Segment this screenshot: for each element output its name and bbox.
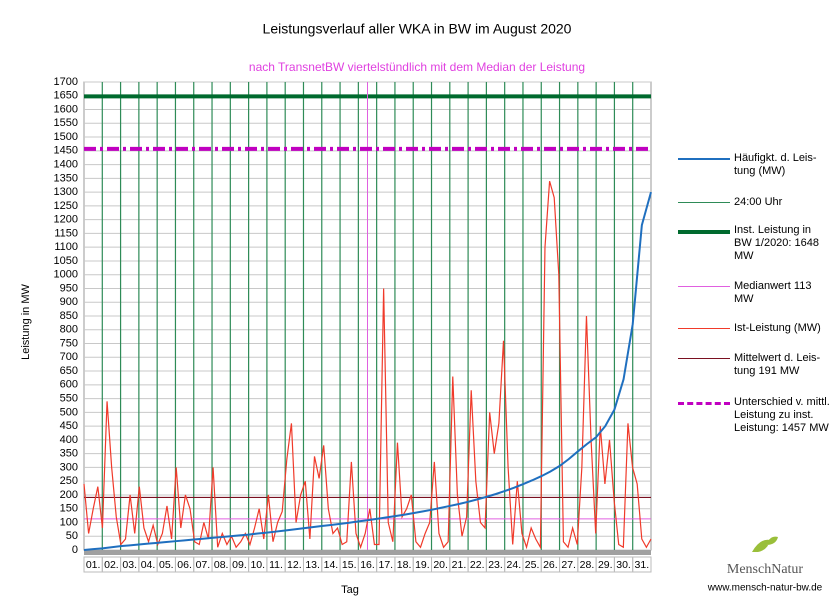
y-axis-label: Leistung in MW (20, 283, 32, 359)
legend-swatch (678, 286, 730, 287)
y-tick-label: 200 (60, 489, 78, 501)
y-tick-label: 150 (60, 503, 78, 515)
x-tick-label: 22. (470, 559, 485, 571)
x-tick-label: 04. (141, 559, 156, 571)
y-tick-label: 1250 (54, 200, 78, 212)
y-tick-label: 1450 (54, 145, 78, 157)
x-tick-label: 02. (104, 559, 119, 571)
y-tick-label: 450 (60, 420, 78, 432)
x-tick-label: 19. (415, 559, 430, 571)
y-tick-label: 850 (60, 310, 78, 322)
legend-swatch (678, 158, 730, 160)
y-tick-label: 1400 (54, 158, 78, 170)
y-tick-label: 1150 (54, 227, 78, 239)
x-tick-label: 01. (86, 559, 101, 571)
y-tick-label: 1700 (54, 76, 78, 88)
x-tick-label: 29. (598, 559, 613, 571)
legend-label: Unterschied v. mittl. Leistung zu inst. … (734, 396, 830, 434)
y-tick-label: 350 (60, 448, 78, 460)
x-tick-label: 12. (287, 559, 302, 571)
y-tick-label: 1500 (54, 131, 78, 143)
x-tick-label: 28. (580, 559, 595, 571)
y-tick-label: 300 (60, 461, 78, 473)
x-tick-label: 08. (214, 559, 229, 571)
legend-label: Medianwert 113 MW (734, 280, 812, 305)
logo-leaf (752, 536, 778, 552)
y-tick-label: 700 (60, 351, 78, 363)
y-tick-label: 0 (72, 544, 78, 556)
legend-label: Mittelwert d. Leis-tung 191 MW (734, 352, 821, 377)
x-tick-label: 18. (397, 559, 412, 571)
y-tick-label: 1100 (54, 241, 78, 253)
y-tick-label: 100 (60, 516, 78, 528)
x-tick-label: 31. (635, 559, 650, 571)
y-tick-label: 250 (60, 475, 78, 487)
category-cell (632, 556, 652, 573)
x-tick-label: 13. (305, 559, 320, 571)
y-tick-label: 50 (66, 530, 78, 542)
y-tick-label: 500 (60, 406, 78, 418)
y-tick-label: 1200 (54, 214, 78, 226)
x-tick-label: 26. (543, 559, 558, 571)
y-tick-label: 950 (60, 282, 78, 294)
x-tick-label: 14. (324, 559, 339, 571)
x-tick-label: 07. (196, 559, 211, 571)
legend-label: Inst. Leistung in BW 1/2020: 1648 MW (734, 224, 820, 262)
x-tick-label: 06. (177, 559, 192, 571)
x-tick-label: 27. (561, 559, 576, 571)
legend-label: Häufigkt. d. Leis-tung (MW) (734, 152, 817, 177)
x-tick-label: 16. (360, 559, 375, 571)
x-tick-label: 20. (433, 559, 448, 571)
x-tick-label: 15. (342, 559, 357, 571)
chart-title: Leistungsverlauf aller WKA in BW im Augu… (263, 21, 572, 37)
x-tick-label: 23. (488, 559, 503, 571)
y-tick-label: 600 (60, 379, 78, 391)
x-tick-label: 03. (122, 559, 137, 571)
legend-swatch (678, 402, 730, 405)
y-tick-label: 900 (60, 296, 78, 308)
y-tick-label: 550 (60, 392, 78, 404)
logo-url: www.mensch-natur-bw.de (707, 583, 823, 594)
x-tick-label: 11. (269, 559, 283, 571)
x-tick-label: 10. (250, 559, 265, 571)
y-tick-label: 400 (60, 434, 78, 446)
x-tick-label: 30. (616, 559, 631, 571)
y-tick-label: 1050 (54, 255, 78, 267)
y-tick-label: 1350 (54, 172, 78, 184)
x-tick-label: 09. (232, 559, 247, 571)
y-tick-label: 1650 (54, 90, 78, 102)
x-tick-label: 05. (159, 559, 174, 571)
y-tick-label: 1300 (54, 186, 78, 198)
y-tick-label: 650 (60, 365, 78, 377)
y-tick-label: 750 (60, 337, 78, 349)
legend-swatch (678, 230, 730, 234)
legend-swatch (678, 328, 730, 329)
x-tick-label: 17. (378, 559, 393, 571)
series-line (83, 191, 652, 551)
y-tick-label: 800 (60, 324, 78, 336)
x-tick-label: 25. (525, 559, 540, 571)
legend-swatch (678, 358, 730, 359)
legend-label: 24:00 Uhr (734, 196, 783, 208)
y-tick-label: 1000 (54, 269, 78, 281)
x-tick-label: 21. (452, 559, 467, 571)
logo-name: MenschNatur (727, 562, 804, 577)
chart-subtitle: nach TransnetBW viertelstündlich mit dem… (249, 60, 585, 74)
axis-strip (84, 550, 651, 555)
x-tick-label: 24. (507, 559, 522, 571)
legend-swatch (678, 202, 730, 203)
legend-label: Ist-Leistung (MW) (734, 322, 821, 334)
y-tick-label: 1600 (54, 103, 78, 115)
y-tick-label: 1550 (54, 117, 78, 129)
x-axis-label: Tag (341, 584, 359, 596)
